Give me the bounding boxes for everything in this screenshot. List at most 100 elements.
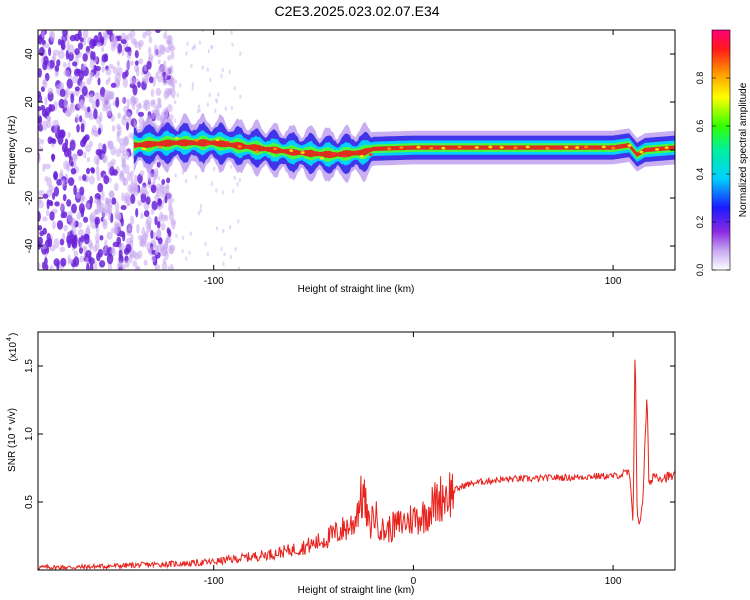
snr-ytick-label: 1.5	[24, 359, 35, 373]
spectrogram-noise-blob	[81, 64, 86, 71]
spectrogram-speckle	[189, 231, 192, 236]
spectrogram-peak	[206, 142, 211, 145]
spectrogram-noise-blob	[138, 42, 142, 51]
spectrogram-noise-blob	[88, 93, 94, 104]
colorbar-label: Normalized spectral amplitude	[738, 82, 749, 217]
spectrogram-noise-blob	[102, 104, 107, 112]
spectrogram-noise-blob	[147, 46, 152, 55]
spectrogram-speckle	[156, 74, 159, 79]
spectrogram-noise-blob	[66, 39, 70, 51]
spectrogram-noise-blob	[72, 241, 78, 249]
colorbar-gradient	[711, 29, 731, 271]
spectrogram-noise-blob	[38, 46, 45, 57]
spectrogram-speckle	[172, 247, 175, 252]
spectrogram-noise-blob	[142, 32, 147, 39]
snr-y-multiplier-close: )	[8, 333, 19, 336]
spectrogram-peak	[215, 138, 220, 142]
spectrogram-noise-blob	[76, 149, 84, 157]
spectrogram-noise-blob	[48, 47, 52, 56]
spectrogram-noise-blob	[138, 58, 144, 65]
spectrogram-noise-blob	[137, 81, 141, 88]
spectrogram-speckle	[233, 85, 236, 91]
spectrogram-noise-blob	[95, 71, 101, 77]
spectrogram-panel: -100 100 -40 -20 0 20 40 Height of straight li…	[7, 29, 676, 295]
spectrogram-noise-blob	[165, 67, 171, 77]
spectrogram-speckle	[164, 75, 168, 80]
spectrogram-noise-blob	[110, 227, 117, 234]
spectrogram-noise-blob	[78, 70, 85, 81]
spectrogram-speckle	[174, 173, 177, 178]
spectrogram-noise-blob	[104, 197, 109, 205]
spectrogram-noise-blob	[132, 97, 139, 105]
spectrogram-noise-blob	[85, 201, 91, 210]
spectrogram-noise-blob	[38, 94, 43, 103]
spectrogram-noise-blob	[156, 220, 161, 229]
spectrogram-noise-blob	[117, 112, 122, 119]
spectrogram-noise-blob	[108, 190, 114, 198]
spectrogram-noise-blob	[70, 217, 77, 228]
spectrogram-noise-blob	[80, 196, 84, 203]
spectrogram-peak	[513, 146, 518, 149]
spectrogram-noise-blob	[73, 250, 79, 258]
snr-series-line	[38, 359, 675, 570]
spectrogram-speckle	[210, 44, 213, 50]
spectrogram-noise-blob	[135, 67, 140, 77]
spectrogram-noise-blob	[160, 214, 167, 220]
spectrogram-speckle	[190, 63, 193, 68]
spectrogram-noise-blob	[103, 89, 110, 101]
spectrogram-noise-blob	[147, 172, 152, 183]
spectrogram-noise-blob	[73, 256, 80, 267]
spectrogram-noise-blob	[138, 238, 145, 247]
spectrogram-noise-blob	[62, 232, 66, 241]
spectrogram-peak	[399, 146, 404, 149]
spectrogram-noise-blob	[140, 212, 144, 220]
spectrogram-noise-blob	[54, 64, 60, 73]
spectrogram-noise-blob	[94, 216, 101, 226]
spectrogram-speckle	[206, 252, 209, 257]
spectrogram-speckle	[158, 183, 161, 189]
spectrogram-speckle	[214, 108, 217, 113]
spectrogram-noise-blob	[159, 45, 166, 55]
spectrogram-noise-blob	[60, 39, 65, 50]
spectrogram-noise-blob	[72, 61, 78, 67]
spectrogram-noise-blob	[44, 96, 48, 106]
spectrogram-noise-blob	[88, 175, 96, 185]
spectrogram-speckle	[229, 164, 233, 169]
spectrogram-noise-blob	[93, 260, 98, 270]
spectrogram-noise-blob	[93, 64, 97, 76]
spectrogram-noise-blob	[38, 146, 44, 152]
spectrogram-noise-blob	[161, 262, 168, 270]
spectrogram-noise-blob	[58, 49, 65, 60]
spectrogram-noise-blob	[154, 194, 160, 201]
spectrogram-noise-blob	[60, 212, 65, 219]
spectrogram-noise-blob	[38, 224, 43, 231]
spectrogram-noise-blob	[95, 165, 100, 177]
spectrogram-speckle	[230, 30, 233, 35]
spectrogram-noise-blob	[82, 30, 89, 39]
spectrogram-noise-blob	[144, 230, 149, 239]
spectrogram-noise-blob	[42, 78, 48, 89]
spectrogram-noise-blob	[40, 244, 47, 250]
spectrogram-noise-blob	[155, 87, 162, 97]
spectrogram-noise-blob	[162, 257, 167, 265]
spectrogram-noise-blob	[118, 125, 122, 136]
spectrogram-noise-blob	[106, 231, 113, 240]
snr-xtick-label: 0	[411, 576, 417, 587]
spectrogram-noise-blob	[120, 192, 125, 202]
spectrogram-noise-blob	[121, 263, 126, 270]
spectrogram-noise-blob	[89, 59, 95, 69]
colorbar: 0.0 0.2 0.4 0.6 0.8 Normalized spectral ampl…	[695, 29, 749, 276]
spectrogram-speckle	[173, 118, 177, 123]
spectrogram-noise-blob	[38, 110, 41, 118]
spectrogram-speckle	[209, 77, 212, 83]
snr-panel: -100 0 100 0.5 1.0 1.5 Height of straight lin…	[6, 331, 676, 596]
spectrogram-peak	[319, 157, 324, 160]
spectrogram-speckle	[201, 65, 205, 70]
spectrogram-noise-blob	[52, 220, 56, 230]
spectrogram-noise-blob	[167, 104, 173, 113]
spectrogram-noise-blob	[149, 76, 154, 84]
spectrogram-noise-blob	[95, 148, 102, 156]
spectrogram-noise-blob	[63, 160, 70, 170]
spectrogram-peak	[488, 145, 493, 149]
spectrogram-noise-blob	[58, 129, 65, 139]
